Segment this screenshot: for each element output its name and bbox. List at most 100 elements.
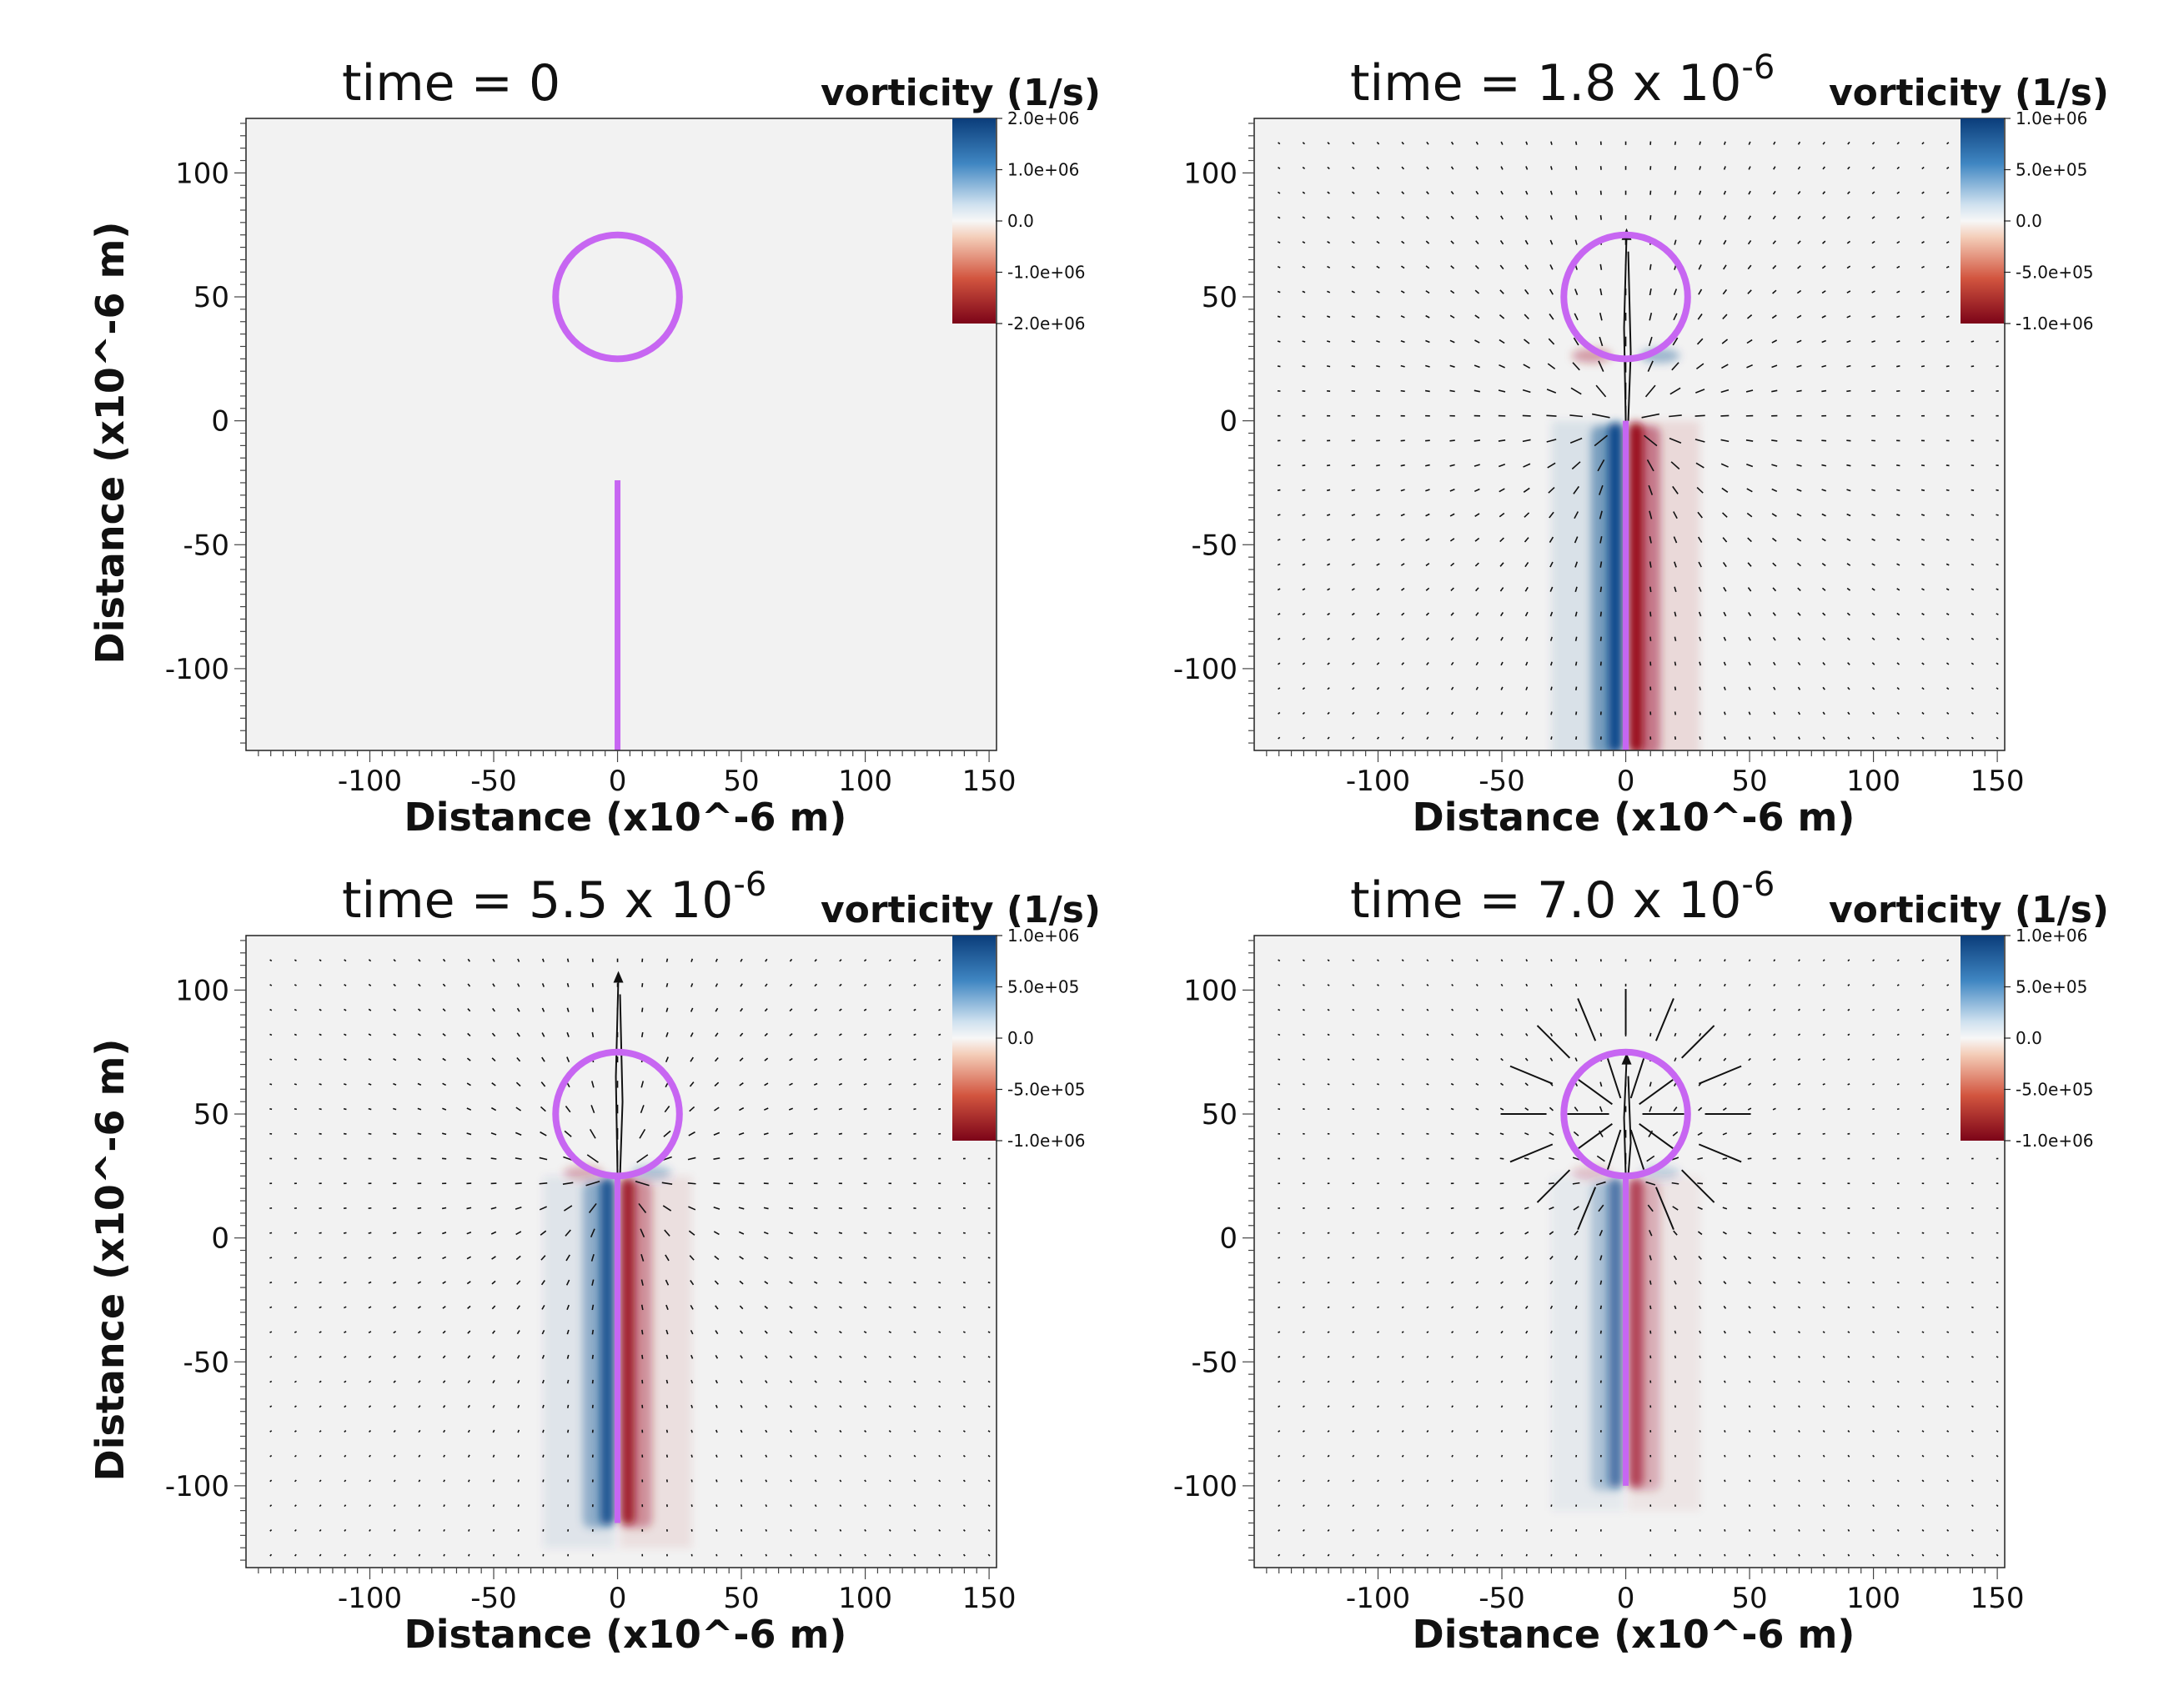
velocity-vector — [1426, 736, 1429, 740]
velocity-vector — [640, 1304, 644, 1311]
velocity-vector — [1376, 662, 1380, 665]
colorbar-tick-label: 0.0 — [1007, 1028, 1034, 1048]
velocity-vector — [368, 1257, 372, 1259]
velocity-vector — [1772, 1232, 1776, 1235]
velocity-vector — [1698, 215, 1702, 220]
velocity-vector — [1376, 686, 1380, 690]
velocity-vector — [517, 1528, 520, 1532]
velocity-vector — [1376, 563, 1380, 566]
velocity-vector — [1673, 1230, 1678, 1236]
velocity-vector — [987, 1504, 991, 1508]
velocity-vector — [442, 1355, 446, 1359]
velocity-vector — [1327, 1257, 1330, 1259]
velocity-vector — [739, 1057, 744, 1061]
velocity-vector — [740, 983, 743, 987]
velocity-vector — [838, 1082, 842, 1086]
velocity-vector — [938, 1380, 941, 1383]
velocity-vector — [789, 1404, 793, 1408]
radial-vector — [1577, 998, 1597, 1041]
velocity-vector — [1648, 336, 1653, 347]
velocity-vector — [1871, 191, 1875, 194]
jet-streamlines — [613, 971, 624, 1177]
velocity-vector — [1822, 1058, 1825, 1061]
velocity-vector — [1550, 1479, 1553, 1483]
velocity-vector — [1723, 1082, 1727, 1086]
velocity-vector — [789, 1008, 793, 1012]
velocity-vector — [1277, 290, 1281, 294]
velocity-vector — [1351, 588, 1355, 591]
velocity-vector — [492, 1528, 495, 1532]
velocity-vector — [490, 1157, 497, 1160]
velocity-vector — [1771, 314, 1777, 319]
velocity-vector — [1525, 1355, 1529, 1359]
velocity-vector — [863, 1232, 867, 1234]
plot-frame — [245, 935, 997, 1568]
velocity-vector — [344, 1008, 347, 1011]
velocity-vector — [1277, 340, 1281, 343]
velocity-vector — [515, 1106, 522, 1111]
velocity-vector — [344, 1331, 347, 1334]
velocity-vector — [1921, 662, 1925, 665]
velocity-vector — [1425, 538, 1430, 542]
velocity-vector — [1574, 561, 1579, 568]
velocity-vector — [1594, 434, 1609, 447]
velocity-vector — [1575, 1405, 1578, 1408]
velocity-vector — [1327, 290, 1331, 294]
velocity-vector — [1798, 1380, 1800, 1383]
velocity-vector — [442, 1157, 447, 1160]
velocity-vector — [393, 1330, 397, 1334]
velocity-vector — [1401, 1430, 1404, 1433]
velocity-vector — [319, 1454, 322, 1458]
velocity-vector — [490, 1231, 497, 1235]
velocity-vector — [1748, 1330, 1751, 1334]
velocity-vector — [1748, 959, 1751, 962]
velocity-vector — [1278, 191, 1281, 194]
velocity-vector — [1847, 1405, 1850, 1408]
velocity-vector — [1699, 1032, 1702, 1036]
velocity-vector — [1400, 538, 1405, 542]
velocity-vector — [1698, 611, 1702, 617]
velocity-vector — [393, 1232, 397, 1234]
velocity-vector — [1401, 1405, 1404, 1408]
velocity-vector — [1549, 586, 1554, 592]
velocity-vector — [764, 1256, 769, 1260]
velocity-vector — [540, 1106, 546, 1112]
velocity-vector — [1352, 662, 1355, 665]
velocity-vector — [1377, 959, 1379, 962]
velocity-vector — [839, 983, 842, 987]
velocity-vector — [1748, 1306, 1751, 1309]
velocity-vector — [1550, 1008, 1553, 1012]
velocity-vector — [1847, 1257, 1850, 1259]
velocity-vector — [1327, 687, 1330, 690]
velocity-vector — [1525, 1008, 1529, 1011]
velocity-vector — [1797, 612, 1801, 616]
velocity-vector — [863, 1107, 867, 1111]
velocity-vector — [1302, 736, 1305, 740]
velocity-vector — [1846, 191, 1850, 195]
velocity-vector — [1450, 1306, 1454, 1309]
velocity-vector — [1401, 1008, 1404, 1011]
velocity-vector — [1351, 538, 1355, 541]
velocity-vector — [1847, 686, 1850, 690]
velocity-vector — [1549, 511, 1554, 519]
velocity-vector — [1475, 983, 1479, 986]
velocity-vector — [1550, 1504, 1553, 1508]
velocity-vector — [566, 1007, 570, 1012]
velocity-vector — [1599, 611, 1603, 617]
velocity-vector — [1549, 264, 1554, 270]
velocity-vector — [1773, 983, 1776, 986]
velocity-vector — [1821, 389, 1827, 393]
velocity-vector — [1351, 612, 1355, 616]
velocity-vector — [1821, 489, 1827, 492]
velocity-vector — [1549, 636, 1554, 641]
velocity-vector — [1500, 686, 1504, 690]
velocity-vector — [1500, 1553, 1504, 1557]
velocity-vector — [1499, 1256, 1504, 1260]
velocity-vector — [1426, 959, 1429, 962]
x-tick-label: 100 — [1846, 1582, 1900, 1615]
velocity-vector — [1920, 340, 1925, 343]
velocity-vector — [1327, 216, 1330, 219]
velocity-vector — [344, 1355, 347, 1358]
velocity-vector — [591, 1304, 595, 1311]
